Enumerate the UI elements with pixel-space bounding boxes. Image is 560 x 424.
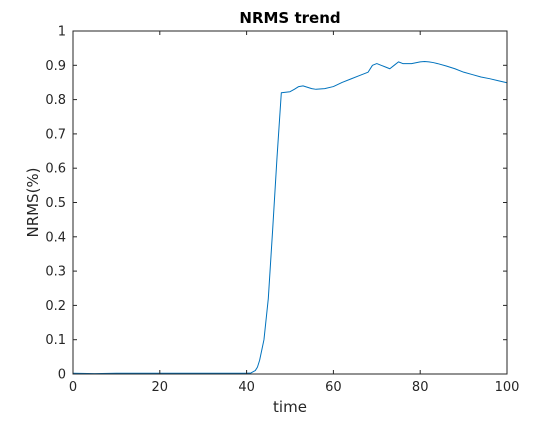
y-tick-label: 0.9 xyxy=(45,59,66,74)
series-line xyxy=(72,61,508,375)
x-tick-label: 40 xyxy=(238,380,255,395)
plot-area-background xyxy=(73,31,507,374)
x-tick-label: 0 xyxy=(69,380,77,395)
marks-layer xyxy=(72,61,508,375)
x-tick-label: 20 xyxy=(152,380,169,395)
y-tick-label: 0.7 xyxy=(45,127,66,142)
y-tick-label: 0.4 xyxy=(45,230,66,245)
y-tick-label: 1 xyxy=(58,25,66,40)
x-tick-label: 100 xyxy=(495,380,520,395)
y-tick-label: 0.5 xyxy=(45,196,66,211)
axes-layer: 0 20 40 60 80 100 0 0.1 0.2 0.3 0.4 0.5 0.6 0.7 0.8 0.9… xyxy=(45,25,519,396)
y-tick-label: 0.2 xyxy=(45,299,66,314)
x-axis-label: time xyxy=(273,398,307,416)
y-tick-label: 0.1 xyxy=(45,333,66,348)
x-tick-label: 80 xyxy=(412,380,429,395)
y-tick-label: 0.3 xyxy=(45,265,66,280)
y-tick-label: 0.8 xyxy=(45,93,66,108)
x-tick-label: 60 xyxy=(325,380,342,395)
y-tick-label: 0.6 xyxy=(45,162,66,177)
chart-title: NRMS trend xyxy=(239,9,340,27)
y-tick-label: 0 xyxy=(58,368,66,383)
y-axis-label: NRMS(%) xyxy=(24,167,42,237)
